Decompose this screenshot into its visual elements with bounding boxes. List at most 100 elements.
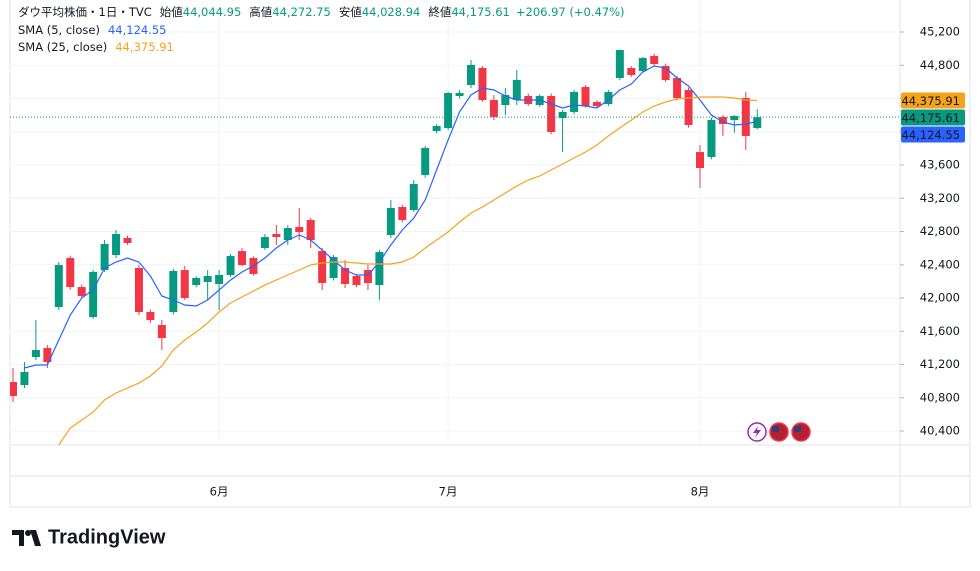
candle-body xyxy=(318,251,327,283)
y-tick-label: 43,200 xyxy=(920,191,960,205)
y-tick-label: 43,600 xyxy=(920,158,960,172)
header: ダウ平均株価・1日・TVC 始値44,044.95 高値44,272.75 安値44,… xyxy=(18,5,625,19)
candle-body xyxy=(650,56,659,65)
event-icons xyxy=(747,422,811,442)
overlay: 40,400 40,800 41,200 41,600 42,000 42,400 42,8… xyxy=(210,25,965,499)
candle-body xyxy=(478,68,487,101)
candle-body xyxy=(352,275,361,286)
candle-body xyxy=(169,271,178,312)
candle-body xyxy=(363,270,372,283)
candle-body xyxy=(661,66,670,80)
ohlc-name: 安値 xyxy=(339,5,362,19)
candle-body xyxy=(718,117,727,125)
candle-body xyxy=(260,237,269,248)
y-tick-label: 40,400 xyxy=(920,424,960,438)
legend-entry: SMA (25, close) 44,375.91 xyxy=(18,40,174,54)
candle-body xyxy=(341,268,350,284)
ohlc-name: 始値 xyxy=(160,5,183,19)
candle-body xyxy=(684,90,693,126)
candle-body xyxy=(501,95,510,105)
sma-line xyxy=(24,65,758,369)
candle-body xyxy=(638,58,647,71)
candle-body xyxy=(146,311,155,321)
x-tick-label: 6月 xyxy=(210,485,229,499)
candle-body xyxy=(432,126,441,132)
candle-body xyxy=(295,227,304,233)
candle-body xyxy=(157,325,166,339)
price-pill xyxy=(901,92,965,109)
candle-body xyxy=(409,184,418,210)
candle-body xyxy=(512,79,521,101)
logo-mark xyxy=(12,530,41,546)
y-tick-label: 45,200 xyxy=(920,25,960,39)
candle-body xyxy=(203,275,212,282)
candle-body xyxy=(192,277,201,286)
price-pill xyxy=(901,126,965,143)
y-tick-label: 42,400 xyxy=(920,257,960,271)
candle-body xyxy=(66,258,75,288)
ohlc-value: 44,044.95 xyxy=(183,5,242,19)
candle-body xyxy=(558,111,567,119)
lightning xyxy=(753,426,761,438)
candle-body xyxy=(592,102,601,106)
price-pill xyxy=(901,109,965,126)
legend-name: SMA (25, close) xyxy=(18,40,107,54)
logo-dot xyxy=(25,530,31,536)
candle-body xyxy=(489,100,498,118)
candle-body xyxy=(283,228,292,240)
candle-body xyxy=(547,96,556,133)
candle-body xyxy=(627,68,636,75)
candle-body xyxy=(77,287,86,297)
x-tick-label: 7月 xyxy=(439,485,458,499)
candle-body xyxy=(444,93,453,129)
y-tick-label: 42,800 xyxy=(920,224,960,238)
sma-line xyxy=(58,96,758,445)
logo-text: TradingView xyxy=(48,526,166,548)
legend-name: SMA (5, close) xyxy=(18,23,100,37)
candle-body xyxy=(226,256,235,275)
candle-body xyxy=(180,270,189,299)
ohlc-name: 高値 xyxy=(249,5,272,19)
y-tick-label: 42,000 xyxy=(920,291,960,305)
candle-body xyxy=(673,77,682,99)
candle-body xyxy=(306,220,315,240)
candle-body xyxy=(398,206,407,221)
candle-body xyxy=(238,251,246,266)
ohlc-value: 44,175.61 xyxy=(451,5,510,19)
candle-body xyxy=(707,120,716,158)
change: +206.97 (+0.47%) xyxy=(516,5,625,19)
ohlc-name: 終値 xyxy=(428,5,451,19)
price-pill-label: 44,175.61 xyxy=(901,111,960,125)
ohlc-value: 44,272.75 xyxy=(272,5,331,19)
price-pill-label: 44,124.55 xyxy=(901,128,960,142)
candle-body xyxy=(421,147,430,175)
candle-body xyxy=(123,238,132,243)
y-tick-label: 40,800 xyxy=(920,390,960,404)
y-tick-label: 41,200 xyxy=(920,357,960,371)
logo: TradingView xyxy=(12,526,166,548)
chart-frame xyxy=(9,0,971,508)
x-tick-label: 8月 xyxy=(691,485,710,499)
price-pill-label: 44,375.91 xyxy=(901,94,960,108)
candle-body xyxy=(54,265,63,308)
candle-body xyxy=(329,257,338,278)
candle-body xyxy=(386,207,395,236)
candle-body xyxy=(570,92,579,112)
candle-body xyxy=(730,115,739,121)
legend-value: 44,375.91 xyxy=(115,40,174,54)
grid xyxy=(10,0,904,445)
legend-value: 44,124.55 xyxy=(108,23,167,37)
candle-body xyxy=(581,87,590,106)
candle-body xyxy=(10,381,17,397)
candle-body xyxy=(455,93,464,97)
plot xyxy=(10,49,900,445)
candle-body xyxy=(696,152,704,169)
candle-body xyxy=(31,349,40,358)
legend-entry: SMA (5, close) 44,124.55 xyxy=(18,23,167,37)
candle-body xyxy=(604,92,613,104)
candle-body xyxy=(100,243,109,271)
candle-body xyxy=(375,252,384,286)
flag-canton xyxy=(772,426,779,432)
